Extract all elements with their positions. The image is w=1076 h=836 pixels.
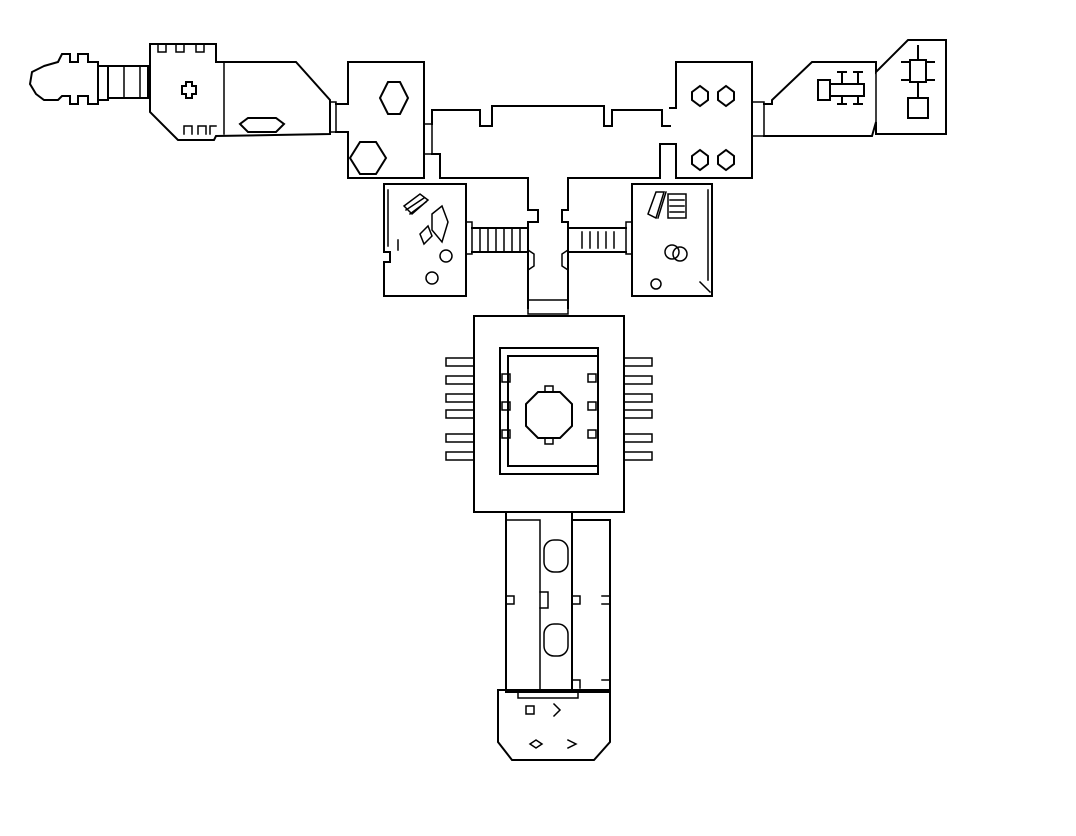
inner-court [499, 347, 599, 475]
east-ribs [623, 357, 653, 461]
terminal-symbol [525, 702, 562, 718]
ring-symbol [425, 271, 439, 285]
west-oval-pad [238, 117, 286, 133]
ring-symbol [664, 244, 680, 260]
west-rubble [402, 193, 430, 216]
capsule-niche [543, 623, 569, 657]
hexagon-room [335, 61, 433, 179]
west-wing [28, 43, 337, 141]
south-terminal [497, 689, 611, 761]
hexagon-symbol [378, 81, 410, 115]
west-main-room [149, 43, 331, 141]
west-cross-symbol [181, 81, 197, 99]
east-rubble [647, 191, 687, 220]
capsule-niche [543, 539, 569, 573]
east-square-block [907, 97, 929, 119]
ring-symbol [650, 278, 662, 290]
east-dumbbell-symbol [817, 71, 865, 105]
octagon-symbol [691, 148, 709, 172]
west-round-room [28, 53, 99, 105]
octagon-room [669, 61, 765, 179]
south-corridors [505, 511, 611, 693]
east-debris-room [567, 183, 713, 297]
central-hall [445, 315, 653, 513]
east-wing [763, 39, 947, 137]
octagon-symbol [717, 148, 735, 172]
central-corridor [431, 105, 671, 315]
west-debris-room [383, 183, 529, 297]
ring-symbol [672, 246, 688, 262]
terminal-symbol [528, 738, 578, 750]
hexagon-symbol [348, 141, 388, 175]
west-ribs [445, 357, 475, 461]
west-bridge [97, 65, 149, 101]
octagon-symbol [717, 84, 735, 108]
ring-symbol [439, 249, 453, 263]
octagon-hub [525, 391, 573, 439]
east-pillar-symbol [901, 45, 935, 99]
octagon-symbol [691, 84, 709, 108]
